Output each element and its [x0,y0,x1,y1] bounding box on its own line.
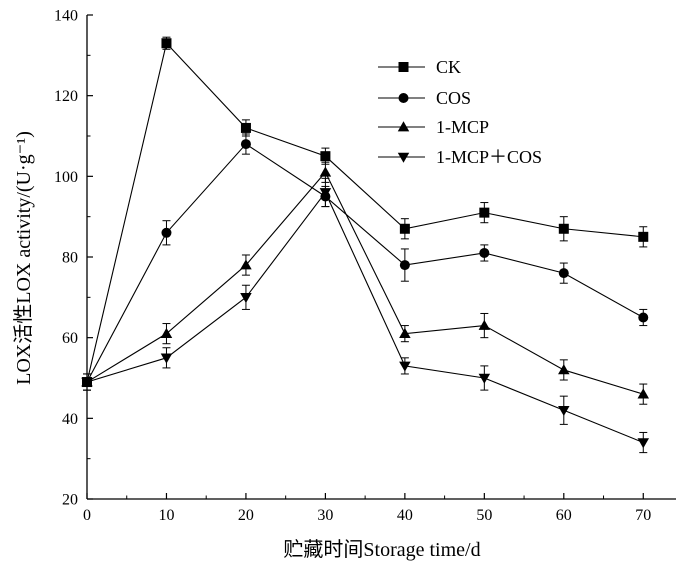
data-point [399,361,411,372]
x-tick-label: 50 [476,507,492,524]
data-point [558,405,570,417]
y-axis-title: LOX活性LOX activity/(U·g⁻¹) [12,131,35,385]
x-tick-label: 0 [83,507,91,524]
y-tick-label: 100 [54,169,78,186]
series-1-mcp-cos [81,177,650,454]
legend-label: COS [436,88,471,108]
data-point [399,260,410,271]
legend-label: 1-MCP＋COS [436,147,542,167]
data-point [558,364,570,375]
x-axis-title: 贮藏时间Storage time/d [283,538,480,561]
series-line [86,191,644,444]
x-tick-label: 30 [317,507,333,524]
data-point [161,38,172,49]
data-point [240,122,251,133]
y-tick-label: 80 [62,250,78,267]
data-point [478,319,491,330]
data-point [240,259,252,270]
y-tick-label: 120 [54,88,78,105]
x-tick-label: 10 [158,507,174,524]
data-point [81,377,93,388]
data-point [160,353,173,364]
y-tick-label: 40 [62,411,78,428]
series-ck [82,36,649,391]
data-point [637,438,650,449]
x-tick-label: 70 [635,507,651,524]
legend-marker [398,93,409,103]
x-tick-label: 60 [556,507,572,524]
data-point [558,268,569,279]
data-point [399,223,410,234]
data-point [319,166,332,177]
data-point [161,227,172,238]
data-point [478,373,491,384]
data-point [319,188,332,199]
y-tick-label: 60 [62,330,78,347]
series-line [86,143,644,383]
legend-label: CK [436,57,461,77]
x-tick-label: 20 [238,507,254,524]
y-tick-label: 140 [54,8,78,25]
legend-marker [398,62,409,72]
data-point [479,207,490,218]
series-layer [81,36,650,454]
data-point [638,312,649,323]
series-line [86,42,644,383]
legend: CK COS 1-MCP 1-MCP＋COS [378,57,542,167]
data-point [399,327,411,338]
x-tick-label: 40 [397,507,413,524]
data-point [240,293,252,304]
data-point [160,327,173,338]
data-point [558,223,569,234]
data-point [637,388,650,399]
data-point [320,151,331,162]
axes: 0 10 20 30 40 50 60 70 20 40 60 80 100 120 140 [54,8,676,524]
series-line [86,171,644,395]
y-tick-label: 20 [62,492,78,509]
data-point [638,231,649,242]
legend-marker [397,152,410,163]
data-point [240,139,251,150]
series-1-mcp [81,161,650,405]
legend-label: 1-MCP [436,117,489,137]
data-point [479,247,490,258]
legend-marker [397,121,410,132]
